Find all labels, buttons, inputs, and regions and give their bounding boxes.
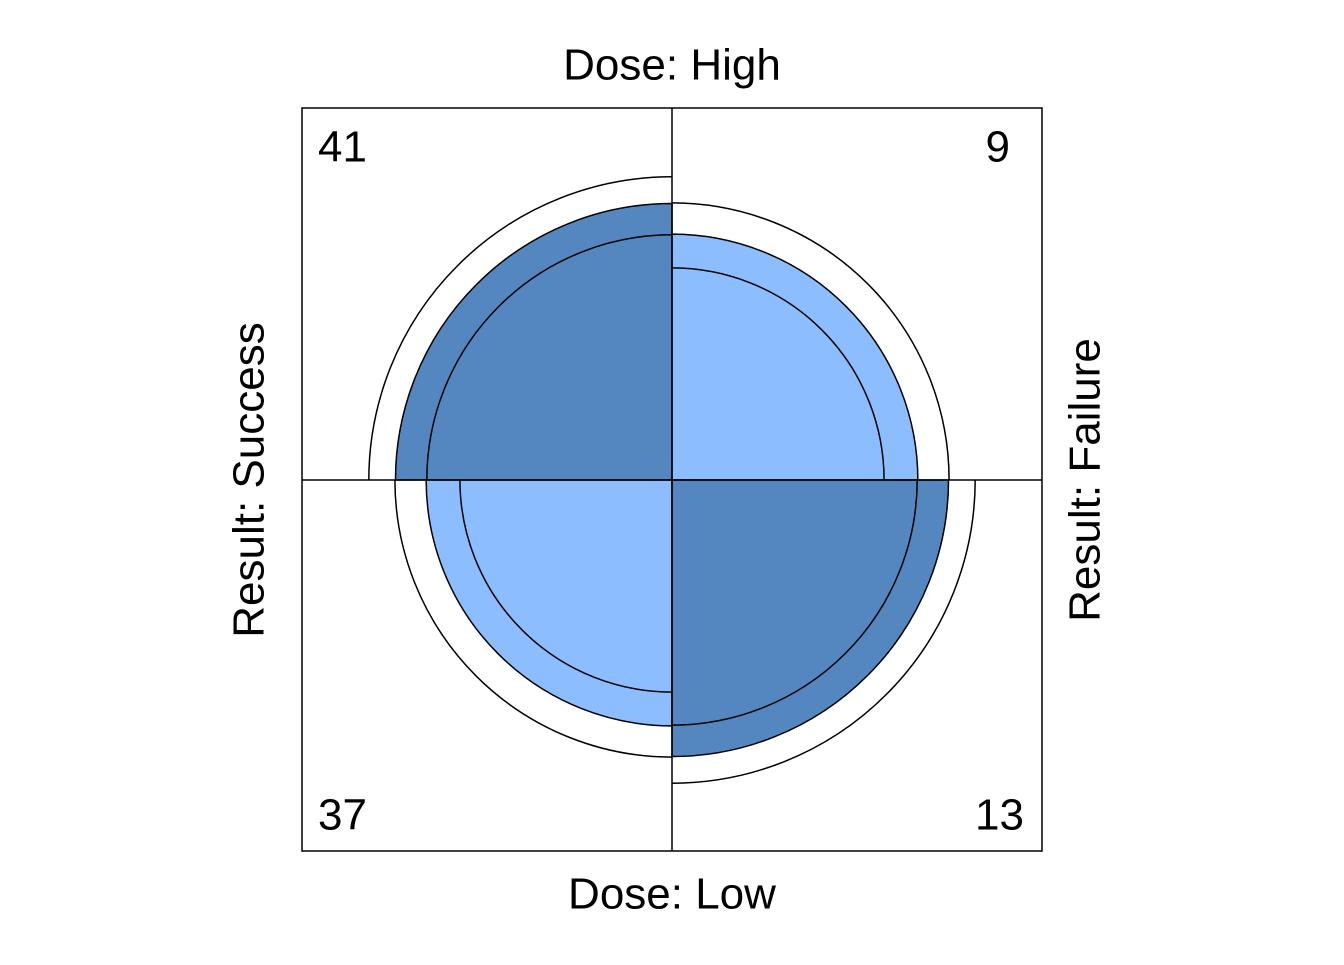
confidence-ring xyxy=(394,479,673,758)
cell-count: 37 xyxy=(318,791,367,840)
cell-count: 41 xyxy=(318,123,367,172)
confidence-ring xyxy=(671,479,976,784)
quarter-circle xyxy=(425,479,673,727)
confidence-ring xyxy=(368,176,673,481)
confidence-ring xyxy=(671,267,885,481)
left-label: Result: Success xyxy=(225,322,274,637)
confidence-ring xyxy=(459,479,673,693)
confidence-ring xyxy=(426,234,673,481)
plot-area xyxy=(368,176,976,784)
cell-count: 13 xyxy=(975,791,1024,840)
quarter-circle xyxy=(671,479,950,758)
bottom-label: Dose: Low xyxy=(568,870,776,919)
quarter-circle xyxy=(671,233,919,481)
right-label: Result: Failure xyxy=(1061,338,1110,622)
cell-count: 9 xyxy=(986,123,1010,172)
quarter-circle xyxy=(394,202,673,481)
confidence-ring xyxy=(671,479,918,726)
top-label: Dose: High xyxy=(563,41,781,90)
confidence-ring xyxy=(671,202,950,481)
